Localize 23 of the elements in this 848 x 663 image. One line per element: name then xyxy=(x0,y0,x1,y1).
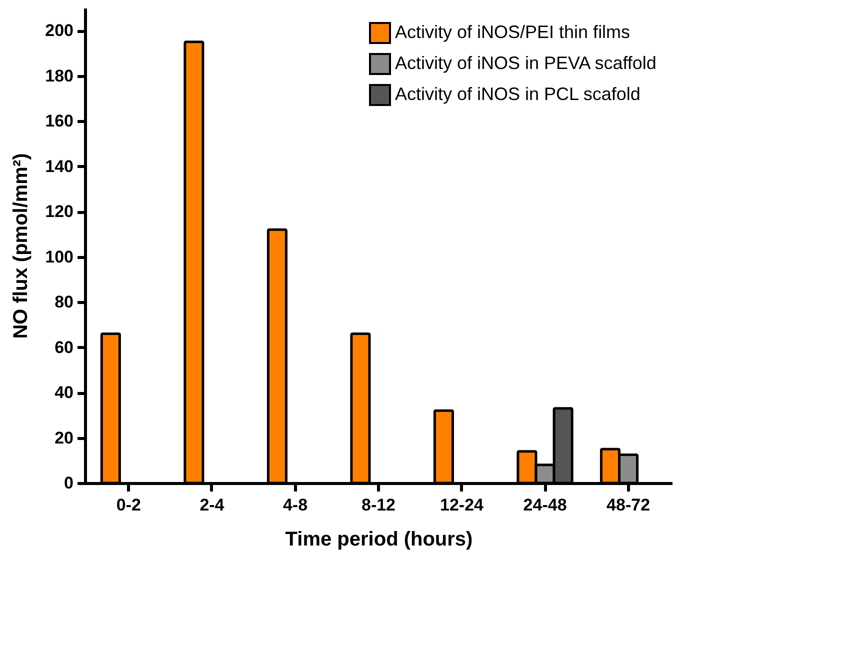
x-tick-label: 0-2 xyxy=(116,496,141,514)
y-tick-label: 60 xyxy=(54,338,74,357)
y-tick-label: 40 xyxy=(54,383,74,402)
x-tick-label: 48-72 xyxy=(606,496,650,514)
x-tick-label: 2-4 xyxy=(200,496,225,514)
y-tick-label: 200 xyxy=(45,21,74,40)
y-tick-label: 80 xyxy=(54,292,74,312)
y-tick-label: 100 xyxy=(45,247,74,266)
y-tick-label: 160 xyxy=(45,112,74,131)
x-tick-label: 12-24 xyxy=(440,496,484,514)
y-tick-label: 180 xyxy=(45,66,74,86)
legend-label: Activity of iNOS in PCL scafold xyxy=(395,84,640,104)
y-tick-label: 20 xyxy=(54,428,74,448)
x-tick-label: 8-12 xyxy=(361,496,396,514)
legend-label: Activity of iNOS in PEVA scaffold xyxy=(395,53,656,73)
y-tick-label: 140 xyxy=(45,156,74,176)
x-tick-label: 24-48 xyxy=(523,496,567,514)
x-axis-title: Time period (hours) xyxy=(285,528,473,550)
y-tick-label: 0 xyxy=(64,474,74,492)
legend-label: Activity of iNOS/PEI thin films xyxy=(395,22,630,42)
y-tick-label: 120 xyxy=(45,202,74,222)
y-axis-title: NO flux (pmol/mm²) xyxy=(10,153,32,339)
x-tick-label: 4-8 xyxy=(282,496,308,514)
